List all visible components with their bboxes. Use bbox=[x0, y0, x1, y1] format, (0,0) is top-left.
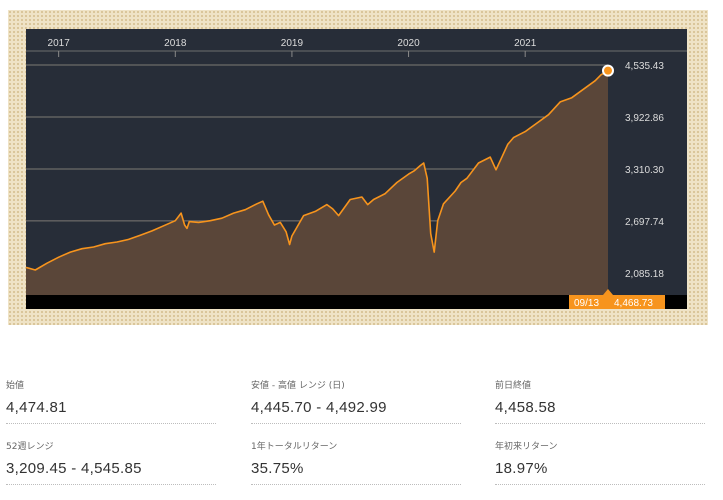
stat-value: 4,458.58 bbox=[495, 399, 556, 416]
tooltip: 09/13 4,468.73 bbox=[569, 289, 665, 309]
stat-value: 4,474.81 bbox=[6, 399, 67, 416]
stat-label: 年初来リターン bbox=[495, 442, 558, 452]
price-chart[interactable]: 2017 2018 2019 2020 2021 4,535.43 3,922.86 3,3… bbox=[26, 29, 687, 309]
tooltip-background bbox=[569, 295, 665, 309]
last-point-marker[interactable] bbox=[602, 64, 614, 77]
stat-label: 安値 - 高値 レンジ (日) bbox=[251, 381, 345, 391]
x-tick-label: 2021 bbox=[514, 38, 537, 49]
y-tick-label: 2,697.74 bbox=[625, 217, 664, 228]
y-tick-label: 3,310.30 bbox=[625, 165, 664, 176]
x-tick-label: 2018 bbox=[164, 38, 187, 49]
stat-1y-return: 1年トータルリターン 35.75% bbox=[251, 441, 461, 485]
stat-label: 始値 bbox=[6, 381, 25, 391]
tooltip-value: 4,468.73 bbox=[614, 298, 653, 309]
x-tick-label: 2020 bbox=[397, 38, 420, 49]
tooltip-arrow bbox=[603, 289, 613, 295]
stat-value: 18.97% bbox=[495, 460, 548, 477]
stat-label: 前日終値 bbox=[495, 381, 532, 391]
y-tick-label: 2,085.18 bbox=[625, 269, 664, 280]
stat-label: 1年トータルリターン bbox=[251, 442, 338, 452]
x-tick-label: 2019 bbox=[281, 38, 304, 49]
price-area-fill bbox=[26, 70, 608, 295]
stat-value: 4,445.70 - 4,492.99 bbox=[251, 399, 387, 416]
price-line bbox=[26, 69, 609, 271]
stat-label: 52週レンジ bbox=[6, 442, 54, 452]
timeline-bar bbox=[26, 295, 687, 309]
y-tick-label: 4,535.43 bbox=[625, 61, 664, 72]
stat-divider bbox=[6, 484, 216, 485]
y-tick-label: 3,922.86 bbox=[625, 113, 664, 124]
stat-divider bbox=[251, 423, 461, 424]
stat-prev-close: 前日終値 4,458.58 bbox=[495, 380, 705, 424]
stat-divider bbox=[6, 423, 216, 424]
tooltip-date: 09/13 bbox=[574, 298, 599, 309]
stat-divider bbox=[495, 423, 705, 424]
stat-divider bbox=[495, 484, 705, 485]
stat-open: 始値 4,474.81 bbox=[6, 380, 216, 424]
stat-value: 3,209.45 - 4,545.85 bbox=[6, 460, 142, 477]
stat-day-range: 安値 - 高値 レンジ (日) 4,445.70 - 4,492.99 bbox=[251, 380, 461, 424]
stat-value: 35.75% bbox=[251, 460, 304, 477]
x-tick-label: 2017 bbox=[48, 38, 71, 49]
stat-ytd-return: 年初来リターン 18.97% bbox=[495, 441, 705, 485]
stat-divider bbox=[251, 484, 461, 485]
stat-52week-range: 52週レンジ 3,209.45 - 4,545.85 bbox=[6, 441, 216, 485]
